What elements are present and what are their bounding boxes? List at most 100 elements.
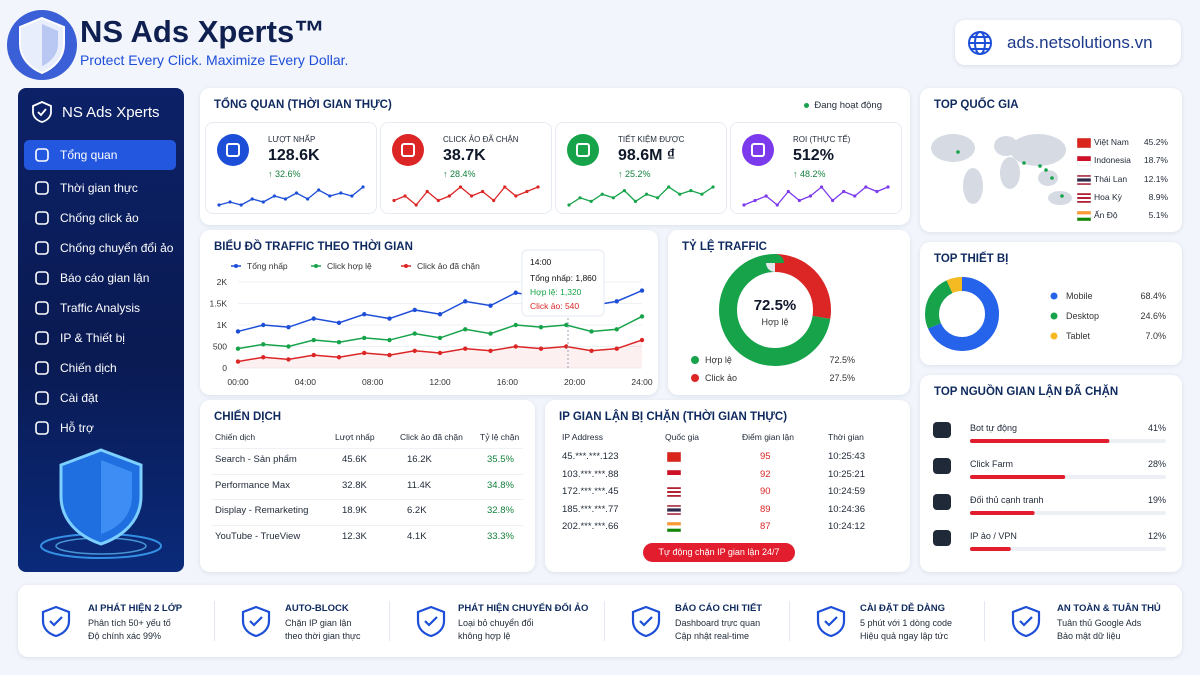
series-point (336, 340, 342, 345)
url-box[interactable]: ads.netsolutions.vn (955, 20, 1181, 65)
sparkline-dot (886, 185, 890, 189)
sparkline-dot (272, 194, 276, 198)
series-point (311, 352, 316, 358)
flag-band (667, 495, 681, 497)
source-name: Click Farm (970, 459, 1013, 469)
legend-value: 72.5% (829, 355, 855, 365)
nav-label: Chống click ảo (60, 211, 139, 225)
shield-icon (32, 101, 52, 123)
series-point (387, 337, 392, 343)
nav-icon (35, 361, 49, 375)
icon-glyph (751, 143, 765, 157)
sparkline-dot (350, 194, 354, 198)
nav-item[interactable]: Traffic Analysis (24, 293, 176, 323)
flag-band (1077, 198, 1091, 202)
legend-value: 7.0% (1145, 331, 1166, 341)
series-point (336, 355, 342, 360)
cell: 11.4K (407, 479, 432, 491)
icon-shape (631, 605, 661, 637)
legend-value: 27.5% (829, 373, 855, 383)
cell: 18.9K (342, 505, 367, 516)
cell: 35.5% (487, 454, 514, 465)
nav-icon (35, 211, 49, 225)
cell: YouTube - TrueView (215, 530, 301, 542)
icon-glyph (226, 143, 240, 157)
nav-item[interactable]: Thời gian thực (24, 173, 176, 203)
flag-band (1077, 192, 1091, 196)
globe-icon (968, 31, 992, 55)
time: 10:25:21 (828, 468, 865, 480)
campaign-panel: CHIẾN DỊCH Chiến dịch Lượt nhấp Click ảo đã… (200, 400, 535, 572)
cell: 12.3K (342, 530, 367, 542)
sparkline-dot (786, 189, 790, 194)
sparkline-dot (492, 198, 496, 203)
feature-line: theo thời gian thực (285, 631, 361, 641)
flag (1077, 192, 1091, 203)
country-share: 18.7% (1143, 155, 1168, 166)
stat-icon (217, 134, 249, 166)
cell: Display - Remarketing (215, 505, 309, 516)
icon-shape (41, 605, 71, 637)
sparkline-dot (447, 194, 451, 198)
flag-band (1077, 138, 1091, 148)
donut-segment (925, 277, 999, 351)
divider (984, 601, 985, 641)
flag (667, 487, 681, 497)
x-tick-label: 20:00 (564, 377, 586, 387)
map-dot (1022, 161, 1026, 165)
tagline: Protect Every Click. Maximize Every Doll… (80, 52, 349, 68)
sparkline-dot (503, 185, 507, 189)
feature-icon (241, 605, 271, 637)
nav-item[interactable]: Báo cáo gian lận (24, 263, 176, 293)
stat-value: 38.7K (443, 147, 486, 164)
tooltip-line: Tổng nhấp: 1,860 (530, 273, 597, 283)
logo (7, 10, 77, 80)
row-divider (212, 473, 523, 475)
country-name: Hoa Kỳ (1094, 191, 1122, 202)
nav-icon (35, 271, 49, 285)
feature-title: AI PHÁT HIỆN 2 LỚP (88, 603, 183, 614)
x-tick-label: 24:00 (631, 377, 653, 387)
sparkline-dot (742, 203, 746, 207)
fraud-score: 90 (760, 486, 771, 497)
series-point (437, 350, 443, 356)
ip-address: 185.***.***.77 (562, 503, 619, 515)
auto-block-button[interactable]: Tự động chặn IP gian lận 24/7 (643, 543, 795, 562)
feature-line: Dashboard trực quan (675, 618, 761, 628)
flag-band (1077, 196, 1091, 200)
nav-item[interactable]: Tổng quan (24, 140, 176, 170)
nav-item[interactable]: Chống click ảo (24, 203, 176, 233)
nav-item[interactable]: Chiến dịch (24, 353, 176, 383)
series-point (336, 320, 342, 326)
sparkline-dot (864, 185, 868, 189)
sparkline-dot (567, 203, 571, 207)
feature-line: không hợp lệ (458, 631, 511, 641)
sparkline-dot (514, 194, 518, 198)
line-chart: 0 500 1K 1.5K 2K 00:00 04:00 08:00 12:00 16:00 20:… (210, 249, 653, 387)
sparkline-dot (414, 203, 418, 207)
sparkline (567, 185, 715, 207)
series-point (513, 290, 518, 295)
nav-label: Traffic Analysis (60, 301, 141, 315)
sparkline-dot (525, 189, 529, 194)
flag-band (1077, 211, 1091, 215)
panel-title: IP GIAN LẬN BỊ CHẶN (THỜI GIAN THỰC) (559, 411, 788, 423)
series-point (488, 348, 493, 353)
stat-value: 128.6K (268, 147, 320, 164)
series-point (286, 357, 291, 362)
fraud-panel: TOP NGUỒN GIAN LẬN ĐÃ CHẶN Bot tự động 41%… (920, 375, 1182, 572)
nav-label: Tổng quan (60, 148, 118, 162)
divider (604, 601, 605, 641)
nav-item[interactable]: Chống chuyển đổi ảo (24, 233, 176, 263)
column-header: Chiến dịch (215, 432, 256, 442)
nav-item[interactable]: Hỗ trợ (24, 413, 176, 443)
series-point (261, 322, 266, 328)
nav-item[interactable]: IP & Thiết bị (24, 323, 176, 353)
map-dot (1038, 164, 1042, 168)
flag (1077, 138, 1091, 148)
flag (1077, 174, 1091, 185)
sparkline-dot (361, 185, 365, 189)
nav-item[interactable]: Cài đặt (24, 383, 176, 413)
cell: 4.1K (407, 530, 427, 542)
